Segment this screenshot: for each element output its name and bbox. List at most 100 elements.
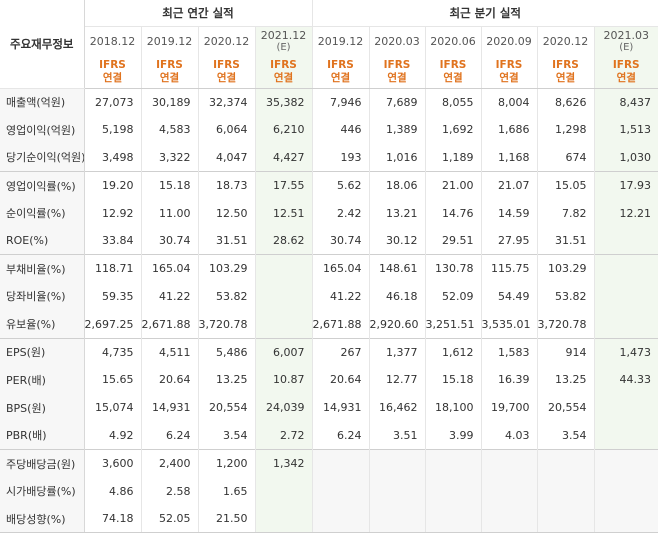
quarter-value-cell: 15.05 [537, 170, 595, 200]
annual-value-cell: 15,074 [84, 393, 142, 422]
quarter-value-cell [369, 504, 426, 534]
quarter-value-cell: 15.18 [425, 365, 482, 394]
ifrs-header: IFRS 연결 [481, 56, 538, 89]
quarter-value-cell: 1,030 [594, 143, 658, 172]
quarter-value-cell [594, 254, 658, 283]
annual-value-cell: 19.20 [84, 170, 142, 200]
annual-value-cell: 15.65 [84, 365, 142, 394]
quarter-value-cell [594, 504, 658, 534]
annual-value-cell: 6,210 [255, 115, 313, 144]
row-label: EPS(원) [0, 337, 85, 366]
ifrs-label: IFRS [99, 58, 126, 71]
annual-value-cell: 1,200 [198, 448, 256, 478]
period-header: 2020.03 [369, 26, 426, 56]
quarter-value-cell: 3,251.51 [425, 310, 482, 339]
quarter-value-cell: 267 [311, 337, 370, 366]
quarter-value-cell [594, 393, 658, 422]
period-header: 2019.12 [311, 26, 370, 56]
quarter-value-cell [537, 477, 595, 505]
ifrs-header: IFRS 연결 [369, 56, 426, 89]
quarter-value-cell: 2.42 [311, 199, 370, 227]
quarter-value-cell: 8,004 [481, 88, 538, 116]
annual-group-header: 최근 연간 실적 [84, 0, 313, 27]
annual-value-cell: 20,554 [198, 393, 256, 422]
quarter-value-cell: 21.00 [425, 170, 482, 200]
quarter-value-cell: 7,689 [369, 88, 426, 116]
annual-value-cell [255, 477, 313, 505]
quarter-value-cell: 13.25 [537, 365, 595, 394]
annual-value-cell: 14,931 [141, 393, 199, 422]
annual-value-cell: 15.18 [141, 170, 199, 200]
annual-value-cell: 12.51 [255, 199, 313, 227]
quarter-value-cell [481, 504, 538, 534]
table-row: PER(배) 15.65 20.64 13.25 10.87 20.64 12.77 15.1… [0, 365, 658, 394]
period-label: 2020.12 [203, 34, 250, 48]
quarter-value-cell [311, 477, 370, 505]
annual-value-cell: 20.64 [141, 365, 199, 394]
annual-value-cell: 52.05 [141, 504, 199, 534]
quarter-group-header: 최근 분기 실적 [311, 0, 658, 27]
table-row: 순이익률(%) 12.92 11.00 12.50 12.51 2.42 13.21 14.7… [0, 199, 658, 227]
table-row: PBR(배) 4.92 6.24 3.54 2.72 6.24 3.51 3.99 4.03 3.… [0, 421, 658, 450]
table-row: 영업이익률(%) 19.20 15.18 18.73 17.55 5.62 18.06 21.… [0, 170, 658, 200]
quarter-value-cell: 1,016 [369, 143, 426, 172]
quarter-value-cell: 7.82 [537, 199, 595, 227]
consolidated-label: 연결 [330, 71, 351, 84]
annual-value-cell: 21.50 [198, 504, 256, 534]
ifrs-header: IFRS 연결 [311, 56, 370, 89]
annual-value-cell: 5,486 [198, 337, 256, 366]
quarter-value-cell: 18,100 [425, 393, 482, 422]
quarter-value-cell: 53.82 [537, 282, 595, 311]
quarter-value-cell: 20.64 [311, 365, 370, 394]
quarter-value-cell: 3.99 [425, 421, 482, 450]
ifrs-label: IFRS [552, 58, 579, 71]
annual-value-cell: 4.92 [84, 421, 142, 450]
annual-value-cell: 3,720.78 [198, 310, 256, 339]
annual-value-cell: 6.24 [141, 421, 199, 450]
row-label: ROE(%) [0, 226, 85, 255]
quarter-value-cell: 103.29 [537, 254, 595, 283]
row-label: 부채비율(%) [0, 254, 85, 283]
quarter-value-cell [594, 448, 658, 478]
table-row: 영업이익(억원) 5,198 4,583 6,064 6,210 446 1,389 1,69… [0, 115, 658, 144]
consolidated-label: 연결 [216, 71, 237, 84]
row-label: 주당배당금(원) [0, 448, 85, 478]
ifrs-header: IFRS 연결 [198, 56, 256, 89]
row-label: 유보율(%) [0, 310, 85, 339]
quarter-value-cell [425, 477, 482, 505]
quarter-value-cell: 193 [311, 143, 370, 172]
annual-value-cell: 35,382 [255, 88, 313, 116]
row-label: 배당성향(%) [0, 504, 85, 534]
period-header: 2021.03 (E) [594, 26, 658, 56]
table-row: EPS(원) 4,735 4,511 5,486 6,007 267 1,377 1,612 1… [0, 337, 658, 366]
quarter-value-cell: 446 [311, 115, 370, 144]
quarter-value-cell [311, 448, 370, 478]
row-label: 시가배당률(%) [0, 477, 85, 505]
table-row: 매출액(억원) 27,073 30,189 32,374 35,382 7,946 7,68… [0, 88, 658, 116]
period-label: 2018.12 [89, 34, 136, 48]
consolidated-label: 연결 [159, 71, 180, 84]
annual-value-cell: 30.74 [141, 226, 199, 255]
annual-value-cell: 3,600 [84, 448, 142, 478]
annual-value-cell: 28.62 [255, 226, 313, 255]
quarter-value-cell [481, 477, 538, 505]
quarter-value-cell [537, 504, 595, 534]
annual-value-cell [255, 254, 313, 283]
quarter-value-cell [594, 421, 658, 450]
annual-value-cell: 118.71 [84, 254, 142, 283]
period-label: 2020.09 [486, 34, 532, 48]
quarter-value-cell [594, 310, 658, 339]
ifrs-label: IFRS [439, 58, 467, 71]
quarter-value-cell: 46.18 [369, 282, 426, 311]
annual-value-cell: 18.73 [198, 170, 256, 200]
annual-value-cell: 32,374 [198, 88, 256, 116]
quarter-value-cell: 13.21 [369, 199, 426, 227]
annual-value-cell: 27,073 [84, 88, 142, 116]
quarter-value-cell: 1,513 [594, 115, 658, 144]
quarter-value-cell: 31.51 [537, 226, 595, 255]
ifrs-header-row: IFRS 연결 IFRS 연결 IFRS 연결 IFRS 연결 IFRS 연결 IFRS 연결 IFRS… [0, 56, 658, 89]
quarter-value-cell: 8,626 [537, 88, 595, 116]
annual-value-cell: 2.72 [255, 421, 313, 450]
annual-value-cell: 2.58 [141, 477, 199, 505]
